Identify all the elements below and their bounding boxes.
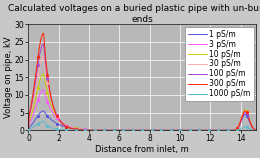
- 100 pS/m: [86, 129, 89, 131]
- 300 pS/m: [254, 129, 257, 131]
- 10 pS/m: [254, 129, 257, 131]
- 1000 pS/m: [198, 129, 202, 131]
- 100 pS/m: [42, 43, 45, 45]
- Line: 10 pS/m: 10 pS/m: [29, 74, 256, 130]
- 10 pS/m: [42, 73, 45, 75]
- 100 pS/m: [130, 129, 133, 131]
- 3 pS/m: [161, 129, 164, 131]
- 3 pS/m: [130, 129, 133, 131]
- 1000 pS/m: [27, 129, 30, 131]
- Line: 30 pS/m: 30 pS/m: [29, 56, 256, 130]
- 30 pS/m: [68, 126, 71, 128]
- 1000 pS/m: [68, 129, 71, 131]
- Line: 1 pS/m: 1 pS/m: [29, 111, 256, 130]
- 300 pS/m: [86, 129, 89, 131]
- 100 pS/m: [179, 129, 182, 131]
- 30 pS/m: [42, 55, 45, 57]
- 10 pS/m: [27, 129, 30, 131]
- 10 pS/m: [86, 129, 89, 131]
- 100 pS/m: [27, 129, 30, 131]
- 10 pS/m: [198, 129, 202, 131]
- 1000 pS/m: [42, 121, 45, 122]
- 1 pS/m: [179, 129, 182, 131]
- 300 pS/m: [161, 129, 164, 131]
- 30 pS/m: [130, 129, 133, 131]
- 3 pS/m: [68, 125, 71, 127]
- 1000 pS/m: [179, 129, 182, 131]
- 100 pS/m: [161, 129, 164, 131]
- Y-axis label: Voltage on pipe, kV: Voltage on pipe, kV: [4, 36, 13, 118]
- 30 pS/m: [27, 129, 30, 131]
- 1000 pS/m: [86, 129, 89, 131]
- 3 pS/m: [86, 129, 89, 131]
- 1000 pS/m: [254, 129, 257, 131]
- 3 pS/m: [254, 129, 257, 131]
- 1 pS/m: [68, 127, 71, 129]
- 1000 pS/m: [161, 129, 164, 131]
- Title: Calculated voltages on a buried plastic pipe with un-buried
ends: Calculated voltages on a buried plastic …: [8, 4, 260, 24]
- 300 pS/m: [42, 32, 45, 34]
- 3 pS/m: [27, 129, 30, 131]
- 3 pS/m: [198, 129, 202, 131]
- 1 pS/m: [130, 129, 133, 131]
- Legend: 1 pS/m, 3 pS/m, 10 pS/m, 30 pS/m, 100 pS/m, 300 pS/m, 1000 pS/m: 1 pS/m, 3 pS/m, 10 pS/m, 30 pS/m, 100 pS…: [185, 27, 254, 101]
- 300 pS/m: [68, 127, 71, 129]
- 3 pS/m: [42, 89, 45, 91]
- 300 pS/m: [130, 129, 133, 131]
- 1 pS/m: [254, 129, 257, 131]
- 100 pS/m: [254, 129, 257, 131]
- 30 pS/m: [254, 129, 257, 131]
- 1 pS/m: [161, 129, 164, 131]
- 10 pS/m: [68, 125, 71, 127]
- 30 pS/m: [179, 129, 182, 131]
- X-axis label: Distance from inlet, m: Distance from inlet, m: [95, 145, 189, 154]
- 100 pS/m: [68, 126, 71, 128]
- 300 pS/m: [27, 129, 30, 131]
- 1000 pS/m: [130, 129, 133, 131]
- 30 pS/m: [161, 129, 164, 131]
- 3 pS/m: [179, 129, 182, 131]
- 1 pS/m: [86, 129, 89, 131]
- 10 pS/m: [161, 129, 164, 131]
- 30 pS/m: [198, 129, 202, 131]
- Line: 3 pS/m: 3 pS/m: [29, 90, 256, 130]
- 1 pS/m: [42, 110, 45, 112]
- 300 pS/m: [198, 129, 202, 131]
- 10 pS/m: [130, 129, 133, 131]
- 30 pS/m: [86, 129, 89, 131]
- Line: 1000 pS/m: 1000 pS/m: [29, 122, 256, 130]
- 10 pS/m: [179, 129, 182, 131]
- 1 pS/m: [198, 129, 202, 131]
- Line: 100 pS/m: 100 pS/m: [29, 44, 256, 130]
- 300 pS/m: [179, 129, 182, 131]
- Line: 300 pS/m: 300 pS/m: [29, 33, 256, 130]
- 100 pS/m: [198, 129, 202, 131]
- 1 pS/m: [27, 129, 30, 131]
